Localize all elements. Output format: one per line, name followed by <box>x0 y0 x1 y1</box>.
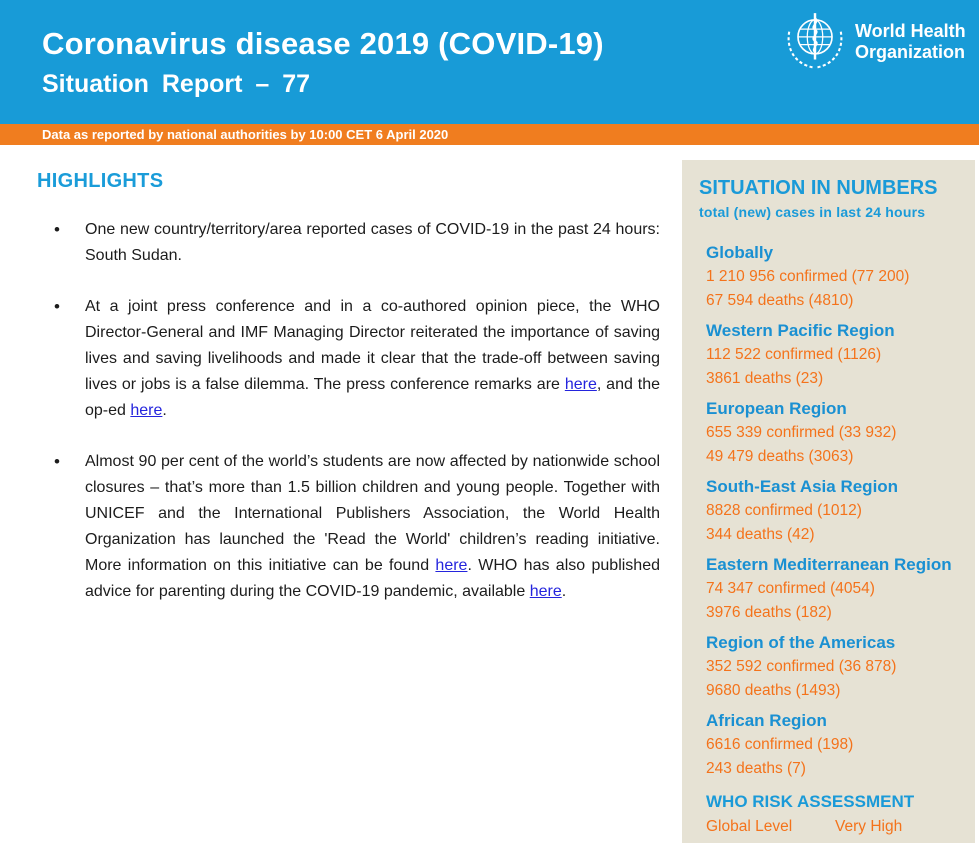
region-deaths: 243 deaths (7) <box>706 760 806 777</box>
region-deaths: 49 479 deaths (3063) <box>706 448 854 465</box>
region-confirmed: 74 347 confirmed (4054) <box>706 580 875 597</box>
bullet-text: At a joint press conference and in a co-… <box>85 298 660 393</box>
who-emblem-icon <box>782 9 848 75</box>
region-name: Region of the Americas <box>706 633 896 652</box>
region-deaths: 67 594 deaths (4810) <box>706 292 854 309</box>
highlight-bullet: At a joint press conference and in a co-… <box>37 294 660 424</box>
who-logo-line1: World Health <box>855 21 966 41</box>
report-subtitle: Situation Report – 77 <box>42 70 311 98</box>
highlight-bullet: One new country/territory/area reported … <box>37 217 660 269</box>
sidebar-subtitle: total (new) cases in last 24 hours <box>699 204 926 220</box>
risk-assessment-section: WHO RISK ASSESSMENT Global Level Very Hi… <box>706 790 965 840</box>
region-stats-block: Region of the Americas 352 592 confirmed … <box>706 631 965 703</box>
bullet-text: . WHO has also published advice for pare… <box>85 557 660 600</box>
sidebar-title: SITUATION IN NUMBERS <box>699 177 938 199</box>
highlights-list: One new country/territory/area reported … <box>37 217 660 605</box>
bullet-text: One new country/territory/area reported … <box>85 221 660 264</box>
region-confirmed: 1 210 956 confirmed (77 200) <box>706 268 910 285</box>
data-as-of-text: Data as reported by national authorities… <box>42 127 449 142</box>
who-logo-line2: Organization <box>855 42 966 62</box>
situation-in-numbers-panel: SITUATION IN NUMBERS total (new) cases i… <box>682 160 975 843</box>
region-stats-block: Eastern Mediterranean Region 74 347 confi… <box>706 553 965 625</box>
region-deaths: 3861 deaths (23) <box>706 370 824 387</box>
bullet-text: . <box>561 583 567 600</box>
region-stats-list: Globally 1 210 956 confirmed (77 200) 67 5… <box>706 241 965 781</box>
region-confirmed: 6616 confirmed (198) <box>706 736 854 753</box>
inline-link[interactable]: here <box>435 557 468 574</box>
report-titles: Coronavirus disease 2019 (COVID-19) Situ… <box>42 26 604 99</box>
region-confirmed: 8828 confirmed (1012) <box>706 502 862 519</box>
report-header: Coronavirus disease 2019 (COVID-19) Situ… <box>0 0 979 124</box>
highlights-section: HIGHLIGHTS One new country/territory/are… <box>37 170 660 630</box>
risk-level-label: Global Level <box>706 818 793 835</box>
inline-link[interactable]: here <box>564 376 597 393</box>
risk-level-value: Very High <box>835 818 903 835</box>
region-name: African Region <box>706 711 827 730</box>
bullet-text: Almost 90 per cent of the world’s studen… <box>85 453 660 574</box>
region-stats-block: Western Pacific Region 112 522 confirmed … <box>706 319 965 391</box>
region-name: European Region <box>706 399 847 418</box>
region-deaths: 9680 deaths (1493) <box>706 682 841 699</box>
region-stats-block: European Region 655 339 confirmed (33 932… <box>706 397 965 469</box>
region-deaths: 344 deaths (42) <box>706 526 815 543</box>
region-name: Globally <box>706 243 774 262</box>
region-stats-block: Globally 1 210 956 confirmed (77 200) 67 5… <box>706 241 965 313</box>
region-confirmed: 655 339 confirmed (33 932) <box>706 424 897 441</box>
region-name: Eastern Mediterranean Region <box>706 555 952 574</box>
region-deaths: 3976 deaths (182) <box>706 604 832 621</box>
region-name: South-East Asia Region <box>706 477 899 496</box>
region-stats-block: South-East Asia Region 8828 confirmed (10… <box>706 475 965 547</box>
inline-link[interactable]: here <box>130 402 163 419</box>
data-as-of-banner: Data as reported by national authorities… <box>0 124 979 145</box>
region-confirmed: 112 522 confirmed (1126) <box>706 346 882 363</box>
who-logo-text: World Health Organization <box>855 21 966 63</box>
who-logo: World Health Organization <box>782 9 966 75</box>
bullet-text: . <box>162 402 167 419</box>
highlights-heading: HIGHLIGHTS <box>37 170 164 192</box>
region-confirmed: 352 592 confirmed (36 878) <box>706 658 897 675</box>
bullet-text: , and the op-ed <box>85 376 660 419</box>
inline-link[interactable]: here <box>529 583 562 600</box>
region-name: Western Pacific Region <box>706 321 895 340</box>
region-stats-block: African Region 6616 confirmed (198) 243 de… <box>706 709 965 781</box>
risk-assessment-heading: WHO RISK ASSESSMENT <box>706 792 915 811</box>
risk-assessment-row: Global Level Very High <box>706 814 965 840</box>
report-title: Coronavirus disease 2019 (COVID-19) <box>42 26 604 61</box>
highlight-bullet: Almost 90 per cent of the world’s studen… <box>37 449 660 605</box>
